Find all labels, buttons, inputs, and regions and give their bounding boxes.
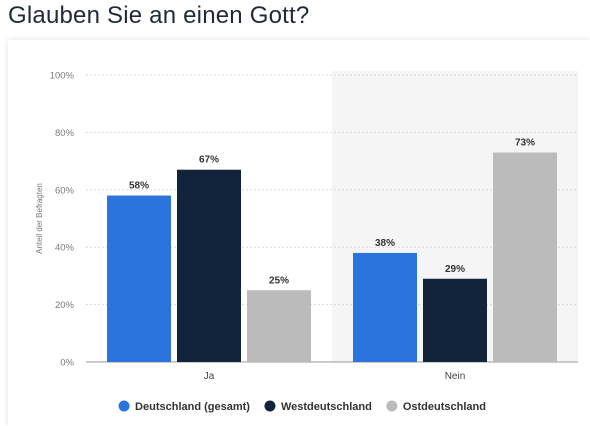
bar	[353, 252, 417, 362]
bars	[107, 152, 557, 362]
y-tick-label: 20%	[55, 300, 75, 311]
bar	[177, 169, 241, 362]
y-axis-title: Anteil der Befragten	[35, 183, 44, 254]
bar	[247, 290, 311, 362]
bar-chart: 0%20%40%60%80%100% Anteil der Befragten …	[35, 71, 578, 414]
data-label: 73%	[515, 137, 535, 148]
legend-item[interactable]: Deutschland (gesamt)	[118, 400, 251, 414]
bar	[493, 152, 557, 362]
y-tick-label: 40%	[55, 243, 75, 254]
y-tick-label: 100%	[50, 71, 75, 82]
bar	[107, 195, 171, 362]
legend-label: Deutschland (gesamt)	[135, 401, 250, 413]
data-label: 25%	[269, 275, 289, 286]
legend-label: Ostdeutschland	[403, 401, 486, 413]
legend-swatch	[118, 400, 130, 412]
y-tick-label: 60%	[55, 185, 75, 196]
y-axis-ticks: 0% 20% 40% 60% 80% 100%	[50, 71, 75, 369]
data-label: 29%	[445, 264, 465, 275]
legend-item[interactable]: Ostdeutschland	[386, 400, 486, 414]
y-tick-label: 80%	[55, 128, 75, 139]
legend: Deutschland (gesamt) Westdeutschland Ostde…	[118, 400, 486, 414]
legend-label: Westdeutschland	[281, 401, 372, 413]
page-title: Glauben Sie an einen Gott?	[8, 2, 310, 29]
legend-swatch	[386, 400, 398, 412]
data-label: 67%	[199, 155, 219, 166]
bar	[423, 278, 487, 362]
x-category-label: Nein	[445, 371, 466, 382]
data-labels: 58% 67% 25% 38% 29% 73%	[129, 137, 535, 286]
x-category-label: Ja	[204, 371, 215, 382]
y-tick-label: 0%	[60, 358, 74, 369]
legend-swatch	[264, 400, 276, 412]
chart-card: 0% 20% 40% 60% 80% 100% Anteil der Befragten …	[8, 40, 590, 426]
data-label: 38%	[375, 238, 395, 249]
x-axis-categories: Ja Nein	[204, 371, 466, 382]
data-label: 58%	[129, 181, 149, 192]
legend-item[interactable]: Westdeutschland	[264, 400, 372, 414]
